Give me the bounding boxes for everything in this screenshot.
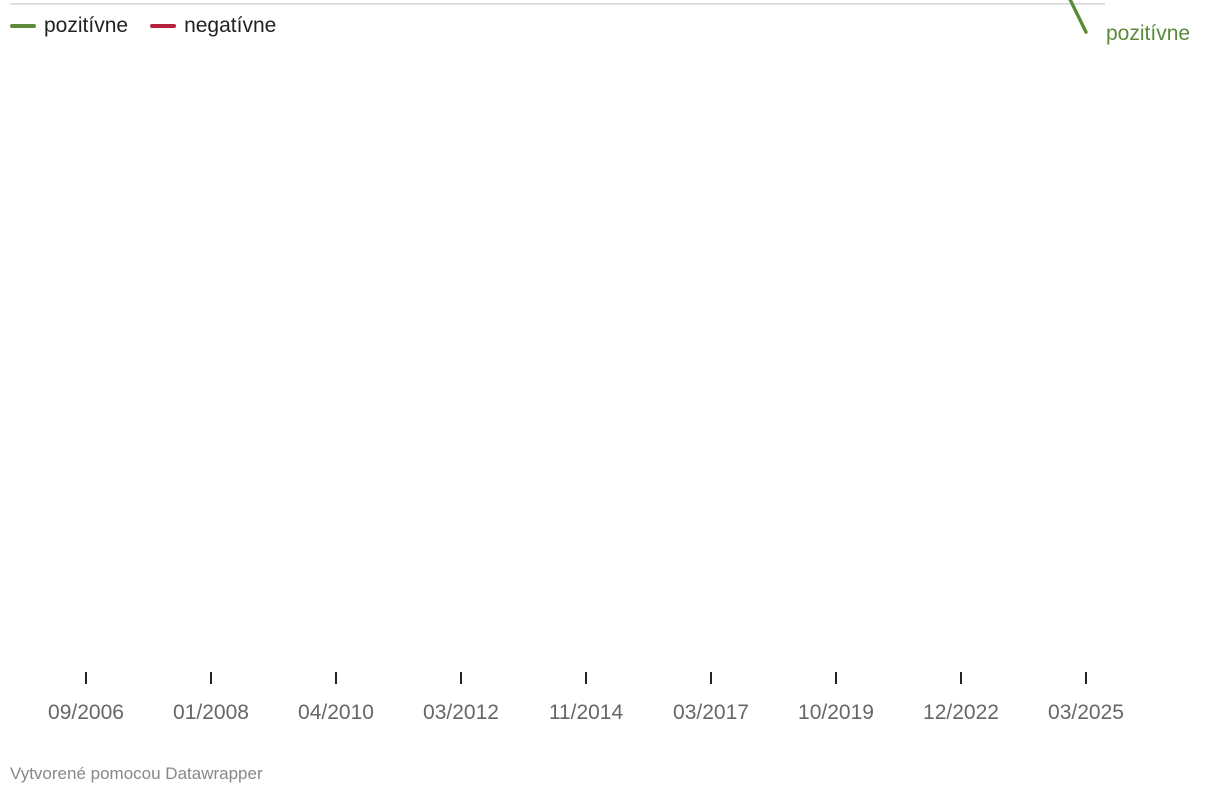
series-line-positive[interactable] [86,0,1088,34]
legend-swatch-positive [10,24,36,28]
x-tick-label: 03/2025 [1048,701,1124,724]
legend-label-negative: negatívne [184,14,277,37]
legend-swatch-negative [150,24,177,28]
x-tick-label: 03/2017 [673,701,749,724]
data-point[interactable] [1081,27,1091,37]
legend: pozitívne negatívne [10,14,276,38]
x-tick-label: 12/2022 [923,701,999,724]
legend-label-positive: pozitívne [44,14,129,37]
y-tick-label: 30 [10,0,33,3]
legend-item-positive[interactable]: pozitívne [10,14,128,38]
x-tick-label: 04/2010 [298,701,374,724]
x-tick-label: 11/2014 [549,701,624,724]
series-end-label: pozitívne [1106,22,1190,45]
x-tick-label: 10/2019 [798,701,874,724]
x-tick-label: 09/2006 [48,701,124,724]
attribution-footer: Vytvorené pomocou Datawrapper [10,764,263,783]
x-tick-label: 03/2012 [423,701,499,724]
legend-item-negative[interactable]: negatívne [150,14,276,38]
x-tick-label: 01/2008 [173,701,249,724]
